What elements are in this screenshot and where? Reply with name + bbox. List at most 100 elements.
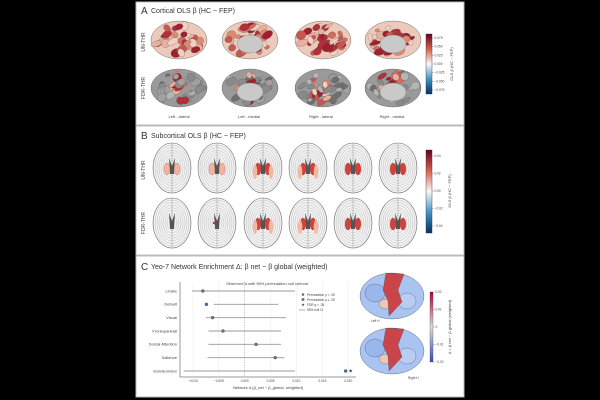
colorbar-b-label: OLS β (HC − FEP) — [447, 174, 452, 208]
star-icon: ★ — [301, 302, 305, 307]
parcel — [246, 71, 252, 79]
parcel — [169, 81, 176, 88]
subcortical-region — [313, 220, 319, 234]
parcel — [228, 44, 236, 52]
subcortical-region — [252, 165, 258, 179]
parcel — [307, 97, 313, 102]
panel-b-title: Subcortical OLS β (HC − FEP) — [151, 133, 246, 140]
colorbar-tick-label: 0.02 — [436, 290, 442, 294]
parcel — [385, 25, 391, 31]
cortical-surface — [221, 20, 279, 60]
subcortical-region — [399, 162, 407, 176]
ventricle — [169, 213, 175, 229]
parcel — [307, 36, 314, 45]
parcel — [167, 37, 179, 46]
parcel — [312, 24, 321, 32]
x-tick-label: −0.010 — [188, 379, 198, 383]
subcortical-region — [313, 165, 319, 179]
subcortical-region — [297, 220, 303, 234]
parcel — [171, 31, 178, 38]
parcel — [177, 78, 186, 86]
y-tick-label: Frontoparietal — [152, 328, 177, 333]
parcel — [392, 73, 400, 81]
parcel — [322, 81, 328, 89]
colorbar-tick-label: 0.025 — [435, 53, 443, 57]
observed-point — [343, 369, 348, 373]
parcel — [311, 88, 318, 96]
row-label-unthr: UN-THR — [141, 32, 147, 52]
panel-b-letter: B — [141, 131, 148, 142]
parcel — [225, 76, 237, 86]
colorbar-tick-label: 0.050 — [435, 45, 443, 49]
axial-slice — [152, 142, 192, 194]
parcel — [172, 73, 180, 80]
colorbar-c-label: Δ = β net − β global (weighted) — [447, 299, 452, 354]
axial-slice — [378, 142, 418, 194]
parcel — [262, 30, 273, 40]
colorbar-tick-label: 0.02 — [435, 172, 441, 176]
legend-marker-nonsignificant — [301, 298, 305, 301]
x-axis-label: Network Δ (β_net − β_global, weighted) — [233, 385, 304, 390]
colorbar-tick-label: 0.04 — [435, 154, 441, 158]
colorbar-tick-label: −0.02 — [436, 360, 444, 364]
subcortical-region — [212, 221, 216, 225]
colorbar-a-label: OLS β (HC − FEP) — [449, 47, 454, 81]
subcortical-region — [354, 217, 362, 231]
observed-point — [210, 315, 215, 320]
x-tick-label: 0.015 — [318, 379, 326, 383]
parcel — [336, 40, 346, 49]
colorbar-tick-label: −0.04 — [435, 224, 443, 228]
parcel — [329, 37, 339, 45]
cortical-surface — [150, 68, 208, 108]
parcel — [322, 85, 333, 95]
observed-point — [201, 289, 205, 293]
yeo-surface — [359, 272, 425, 320]
parcel — [180, 31, 188, 38]
yeo-surface — [359, 327, 425, 375]
view-label: Left - lateral — [168, 114, 189, 119]
parcel — [194, 84, 205, 94]
brain-label-left: Left H — [371, 319, 380, 323]
medial-wall — [236, 82, 264, 102]
parcel — [176, 96, 185, 105]
parcel — [186, 33, 191, 38]
parcel — [367, 32, 373, 42]
ventricle — [350, 158, 356, 174]
parcel — [400, 72, 409, 81]
colorbar-tick-label: 0.075 — [435, 36, 443, 40]
parcel — [296, 30, 307, 40]
parcel — [312, 72, 320, 79]
parcel — [182, 93, 187, 98]
ventricle — [305, 158, 311, 174]
parcel — [265, 79, 273, 86]
cortical-surface — [364, 20, 422, 60]
ventricle — [395, 213, 401, 229]
ventricle — [214, 213, 220, 229]
panel-a-title: Cortical OLS β (HC − FEP) — [151, 8, 235, 15]
x-tick-label: 0.000 — [241, 379, 249, 383]
network-region — [364, 338, 386, 358]
axial-slice — [243, 142, 283, 194]
ventricle — [169, 158, 175, 174]
row-label-fdrthr: FDR-THR — [141, 77, 147, 100]
y-tick-label: Salience — [162, 355, 178, 360]
fdr-star-icon: ★ — [348, 369, 353, 375]
subcortical-region — [163, 162, 171, 176]
colorbar-a — [425, 33, 433, 95]
view-label: Right - medial — [380, 114, 405, 119]
observed-point — [254, 342, 258, 347]
parcel — [177, 48, 185, 57]
x-tick-label: −0.005 — [214, 379, 224, 383]
panel-a: A Cortical OLS β (HC − FEP) UN-THR FDR-T… — [135, 1, 465, 126]
parcel — [150, 40, 162, 48]
subcortical-region — [173, 162, 181, 176]
colorbar-tick-label: 0.000 — [435, 62, 443, 66]
parcel — [162, 30, 172, 39]
parcel — [321, 42, 334, 52]
colorbar-tick-label: −0.075 — [435, 88, 445, 92]
colorbar-tick-label: −0.01 — [436, 343, 444, 347]
colorbar-tick-label: 0 — [436, 325, 438, 329]
axial-slice — [288, 142, 328, 194]
row-label-unthr: UN-THR — [141, 160, 147, 180]
